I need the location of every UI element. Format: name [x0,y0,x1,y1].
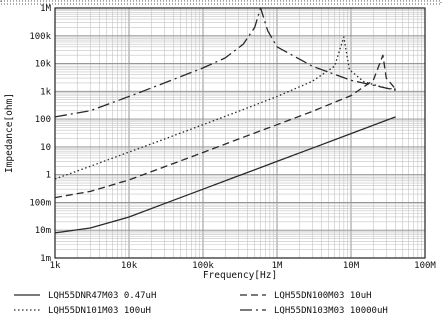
y-tick-label: 1 [46,171,51,181]
x-axis-label: Frequency[Hz] [203,270,277,281]
legend-label-4: LQH55DN103M03 10000uH [274,306,388,316]
x-tick-label: 10k [121,261,138,271]
y-axis-label: Impedance[ohm] [4,93,15,173]
y-tick-label: 10k [35,60,52,70]
y-tick-label: 1M [40,4,51,14]
legend-label-1: LQH55DNR47M03 0.47uH [48,291,156,301]
top-dotted-border [0,0,442,5]
tick-labels: 1k 10k 100k 1M 10M 100M 1m 10m 100m 1 10 100 1k 10k 10… [29,4,436,271]
legend-label-3: LQH55DN101M03 100uH [48,306,151,316]
series-line-1 [54,116,396,234]
y-tick-label: 10m [35,226,51,236]
y-tick-label: 10 [40,143,51,153]
legend-label-2: LQH55DN100M03 10uH [274,291,372,301]
series-line-2 [54,54,397,199]
legend: LQH55DNR47M03 0.47uH LQH55DN100M03 10uH LQ… [14,291,388,316]
series-line-4 [54,7,396,118]
x-tick-label: 100k [192,261,214,271]
series-layer [54,7,397,234]
y-tick-label: 1m [40,254,51,264]
y-tick-label: 100k [29,32,51,42]
y-tick-label: 1k [40,87,51,97]
y-tick-label: 100 [35,115,51,125]
x-tick-label: 10M [343,261,360,271]
x-tick-label: 100M [414,261,436,271]
x-tick-label: 1k [50,261,61,271]
x-tick-label: 1M [272,261,283,271]
series-line-3 [54,36,396,180]
y-tick-label: 100m [29,198,51,208]
plot-frame [54,7,426,259]
